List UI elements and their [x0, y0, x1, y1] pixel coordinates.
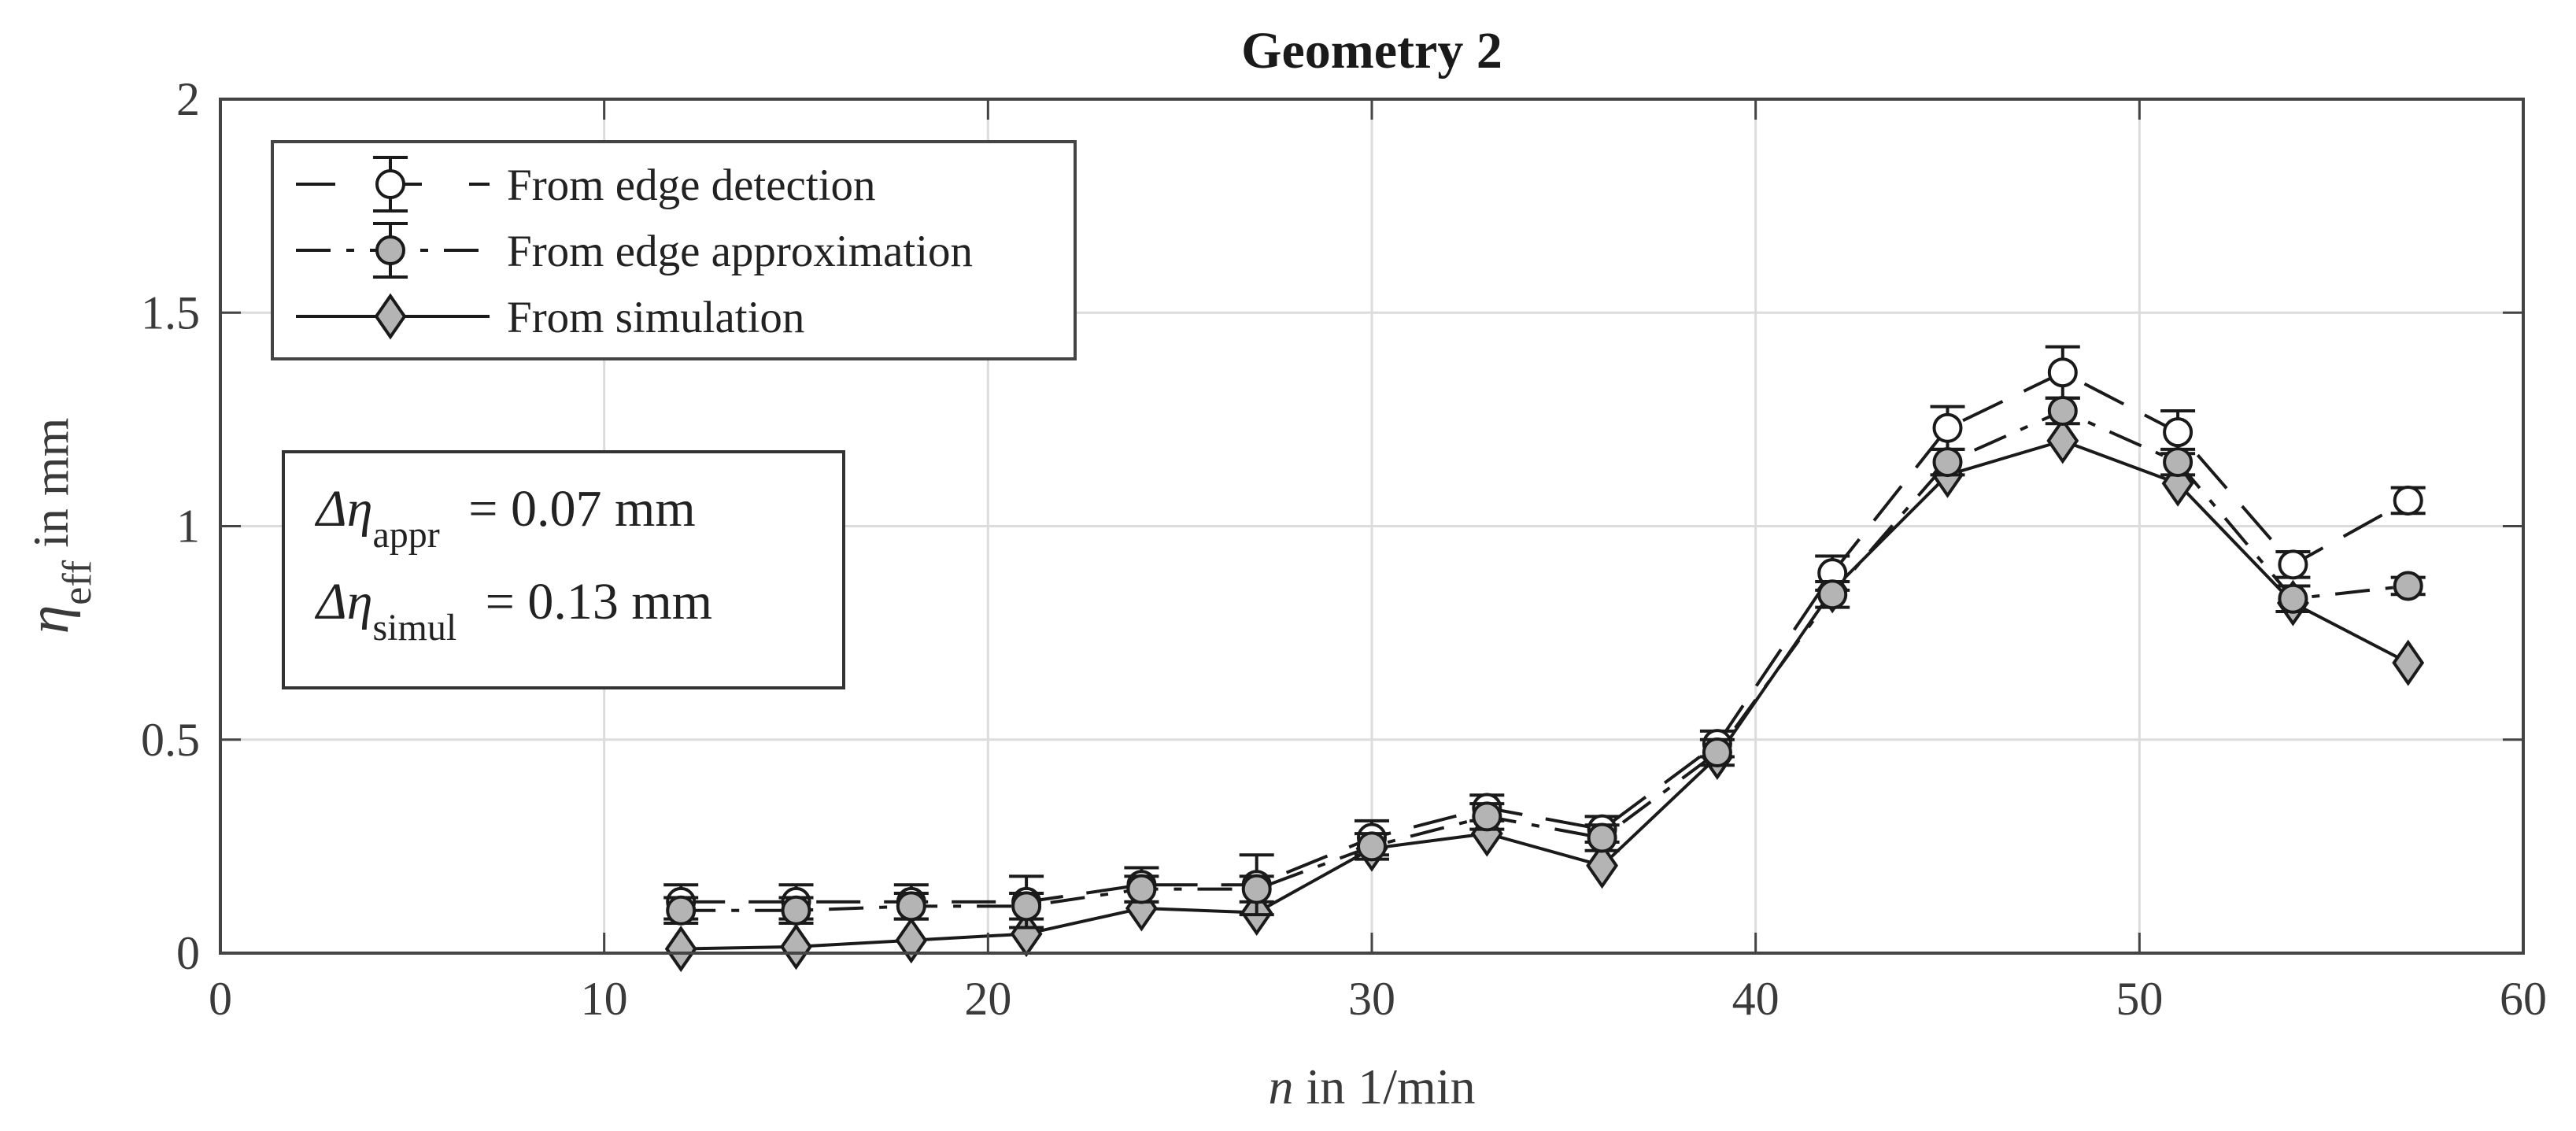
annotation-simul-value: = 0.13 mm	[472, 573, 712, 630]
legend-label: From simulation	[507, 293, 804, 342]
x-tick-label: 60	[2500, 973, 2547, 1025]
x-tick-label: 40	[1732, 973, 1780, 1025]
y-tick-label: 0.5	[141, 714, 200, 766]
legend-marker	[374, 293, 407, 340]
series-layer	[663, 345, 2426, 973]
x-tick-label: 50	[2116, 973, 2163, 1025]
y-axis-sub: eff	[55, 560, 100, 604]
data-point	[1126, 874, 1157, 904]
data-point	[2278, 583, 2308, 614]
data-point	[1586, 842, 1619, 889]
chart-title: Geometry 2	[1241, 22, 1502, 79]
annotation-simul-prefix: Δη	[314, 573, 372, 630]
y-axis-unit: in mm	[23, 418, 79, 560]
annotation-appr-sub: appr	[372, 514, 439, 556]
legend-item-1: From edge detection	[296, 156, 876, 213]
data-point	[1932, 447, 1963, 478]
legend: From edge detection From edge approximati…	[271, 140, 1077, 360]
data-point	[666, 895, 697, 926]
y-tick-label: 1	[176, 501, 200, 553]
data-point	[2163, 447, 2193, 478]
x-axis-unit: in 1/min	[1293, 1059, 1475, 1114]
legend-marker	[375, 235, 405, 265]
x-tick-label: 10	[581, 973, 628, 1025]
annotation-line-appr: Δηappr = 0.07 mm	[314, 480, 696, 556]
series-from-edge-approximation	[663, 396, 2426, 926]
data-point	[896, 891, 926, 922]
x-tick-label: 20	[964, 973, 1011, 1025]
series-line	[681, 371, 2409, 904]
data-point	[1587, 822, 1617, 853]
annotation-appr-value: = 0.07 mm	[456, 480, 696, 538]
data-point	[780, 923, 812, 970]
annotation-box: Δηappr = 0.07 mm Δηsimul = 0.13 mm	[282, 450, 845, 689]
legend-item-2: From edge approximation	[296, 222, 973, 279]
data-point	[1011, 891, 1042, 922]
y-tick-label: 0	[176, 927, 200, 979]
legend-box	[271, 140, 1077, 360]
x-axis-label: n in 1/min	[1268, 1059, 1475, 1114]
x-tick-label: 0	[209, 973, 232, 1025]
tick-labels: 0 10 20 30 40 50 60 0 0.5 1 1.5 2	[141, 73, 2547, 1025]
series-line	[681, 439, 2409, 951]
ticks	[219, 98, 2525, 955]
legend-marker	[375, 169, 405, 199]
data-point	[2393, 485, 2423, 516]
annotation-line-simul: Δηsimul = 0.13 mm	[314, 573, 712, 649]
annotation-appr-prefix: Δη	[314, 480, 372, 538]
annotation-frame	[282, 450, 845, 689]
data-point	[2393, 571, 2423, 601]
data-point	[1702, 737, 1732, 768]
data-point	[1241, 874, 1272, 904]
annotation-simul-sub: simul	[372, 607, 456, 649]
legend-label: From edge detection	[507, 161, 876, 210]
data-point	[2047, 396, 2078, 427]
legend-item-3: From simulation	[296, 293, 804, 342]
data-point	[895, 917, 928, 964]
data-point	[2392, 639, 2425, 686]
y-tick-label: 2	[176, 73, 200, 125]
data-point	[1357, 831, 1387, 862]
data-point	[2163, 417, 2193, 448]
series-line	[681, 409, 2408, 912]
legend-items: From edge detection From edge approximati…	[296, 156, 973, 342]
data-point	[2047, 357, 2078, 388]
data-point	[2046, 417, 2079, 464]
y-axis-var: η	[17, 605, 81, 634]
y-axis-label: ηeff in mm	[17, 418, 100, 634]
data-point	[1472, 801, 1502, 832]
data-point	[781, 895, 811, 926]
data-point	[2278, 549, 2308, 580]
x-axis-var: n	[1268, 1059, 1293, 1114]
data-point	[1817, 579, 1848, 610]
data-point	[664, 926, 697, 973]
legend-label: From edge approximation	[507, 227, 973, 276]
data-point	[1932, 412, 1963, 443]
y-tick-label: 1.5	[141, 286, 200, 338]
x-tick-label: 30	[1348, 973, 1395, 1025]
